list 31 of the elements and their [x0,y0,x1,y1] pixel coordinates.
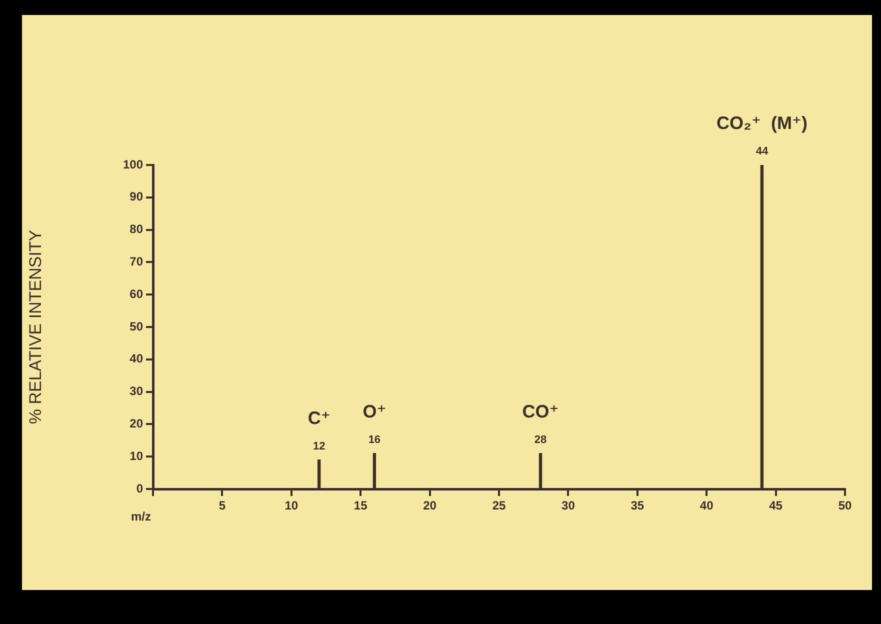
annotation: C⁺ [308,408,330,428]
y-tick-label: 0 [136,481,144,496]
x-tick-label: 45 [769,498,783,513]
annotation: 44 [756,146,769,158]
y-axis-title: % RELATIVE INTENSITY [26,230,45,424]
x-tick-label: 15 [354,498,368,513]
annotation: 16 [368,434,381,446]
y-tick-label: 10 [130,448,144,463]
y-tick-label: 30 [130,384,144,398]
x-tick-label: 25 [492,498,506,513]
y-tick-label: 80 [130,222,144,236]
annotation: 28 [534,434,547,446]
annotation: CO⁺ [522,401,559,422]
annotation: CO₂⁺ (M⁺) [716,112,808,133]
x-tick-label: 20 [423,498,437,513]
x-tick-label: 50 [838,498,852,513]
x-tick-label: 5 [218,498,226,513]
annotation: O⁺ [362,401,386,422]
annotation: 12 [312,440,326,452]
y-tick-label: 60 [130,286,144,301]
x-axis-title: m/z [130,509,151,524]
y-tick-label: 90 [130,190,144,204]
x-tick-label: 35 [630,498,644,513]
x-tick-label: 30 [562,498,576,513]
y-tick-label: 100 [122,157,144,172]
y-tick-label: 40 [130,352,144,366]
y-tick-label: 20 [130,416,144,431]
x-tick-label: 10 [284,498,298,513]
x-tick-label: 40 [700,498,714,513]
y-tick-label: 50 [130,319,144,334]
y-tick-label: 70 [130,254,144,269]
